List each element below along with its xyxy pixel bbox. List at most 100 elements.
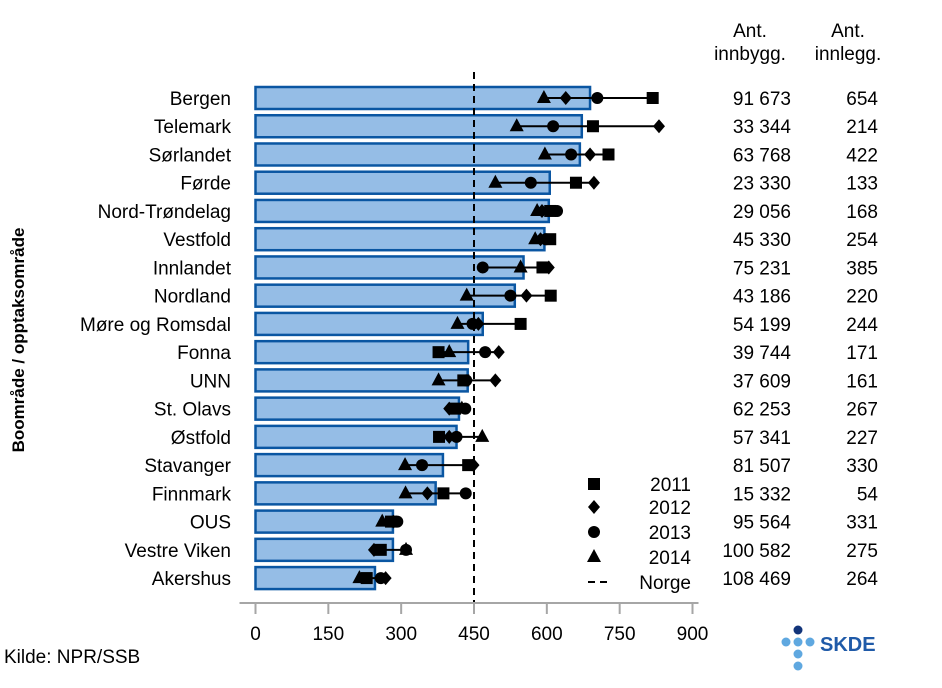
marker-2013 xyxy=(565,148,578,161)
marker-2014 xyxy=(442,344,457,358)
marker-2011 xyxy=(586,120,599,133)
marker-2011 xyxy=(544,289,557,302)
marker-2014 xyxy=(528,231,543,245)
innbyggere-value: 63 768 xyxy=(733,145,791,166)
innleggelser-value: 244 xyxy=(846,315,878,336)
marker-2011 xyxy=(432,346,445,359)
category-label: Finnmark xyxy=(152,484,232,505)
logo-dot xyxy=(793,625,803,635)
innleggelser-value: 133 xyxy=(846,174,878,195)
innleggelser-value: 214 xyxy=(846,117,878,138)
innleggelser-value: 422 xyxy=(846,145,878,166)
innleggelser-value: 227 xyxy=(846,428,878,449)
innbyggere-value: 57 341 xyxy=(733,428,791,449)
marker-2012 xyxy=(584,147,597,162)
legend-label: Norge xyxy=(639,573,691,594)
category-labels: Bergen Telemark Sørlandet Førde Nord-Trøndel… xyxy=(80,89,232,590)
marker-2013 xyxy=(450,430,463,443)
y-axis-title: Boområde / opptaksområde xyxy=(9,228,28,453)
bar xyxy=(254,198,551,224)
innbyggere-value: 81 507 xyxy=(733,456,791,477)
logo-text: SKDE xyxy=(820,634,876,656)
marker-2014 xyxy=(398,485,413,499)
innbyggere-value: 95 564 xyxy=(733,513,792,534)
category-label: Bergen xyxy=(170,89,231,110)
legend-label: 2013 xyxy=(649,523,691,544)
marker-2014 xyxy=(530,202,545,216)
innleggelser-value: 654 xyxy=(846,89,878,110)
marker-2012 xyxy=(520,288,533,303)
category-label: Nord-Trøndelag xyxy=(98,202,231,223)
table-header: Ant. xyxy=(831,21,865,42)
bar xyxy=(254,424,458,450)
category-label: Telemark xyxy=(154,117,232,138)
legend-marker-2011 xyxy=(588,478,600,490)
innbyggere-value: 29 056 xyxy=(733,202,791,223)
marker-2011 xyxy=(646,92,659,104)
x-tick-label: 0 xyxy=(250,624,261,645)
legend-label: 2012 xyxy=(649,498,691,519)
marker-2011 xyxy=(433,430,446,443)
marker-2012 xyxy=(492,345,505,360)
innleggelser-value: 264 xyxy=(846,569,878,590)
marker-2013 xyxy=(460,374,473,387)
innleggelser-value: 385 xyxy=(846,258,878,279)
innbyggere-value: 91 673 xyxy=(733,89,791,110)
category-label: Østfold xyxy=(171,428,231,449)
category-label: Førde xyxy=(180,174,231,195)
innbyggere-value: 108 469 xyxy=(722,569,791,590)
category-label: Fonna xyxy=(177,343,231,364)
legend-label: 2011 xyxy=(650,475,691,496)
bar xyxy=(254,142,582,167)
table-header: innlegg. xyxy=(815,44,882,65)
marker-2013 xyxy=(591,92,604,104)
marker-2012 xyxy=(421,486,434,501)
x-tick-label: 300 xyxy=(385,624,417,645)
marker-2011 xyxy=(514,317,527,330)
innbyggere-value: 37 609 xyxy=(733,371,791,392)
x-tick-label: 150 xyxy=(312,624,344,645)
category-label: St. Olavs xyxy=(154,400,231,421)
marker-2014 xyxy=(454,400,469,414)
marker-2014 xyxy=(537,146,552,160)
innleggelser-value: 54 xyxy=(857,484,879,505)
innleggelser-value: 254 xyxy=(846,230,878,251)
innleggelser-value: 171 xyxy=(846,343,878,364)
bar xyxy=(254,226,546,252)
legend-marker-2013 xyxy=(588,526,600,538)
marker-2014 xyxy=(509,118,524,132)
category-label: Innlandet xyxy=(153,258,232,279)
marker-2013 xyxy=(391,515,404,528)
category-label: Sørlandet xyxy=(149,145,232,166)
marker-2014 xyxy=(475,428,490,442)
table-header: Ant. xyxy=(733,21,767,42)
bar xyxy=(254,311,484,337)
marker-2013 xyxy=(466,317,479,330)
marker-2014 xyxy=(375,513,390,527)
marker-2014 xyxy=(536,90,551,103)
marker-2012 xyxy=(587,175,600,190)
marker-2013 xyxy=(539,233,552,246)
marker-2012 xyxy=(542,260,555,275)
marker-2012 xyxy=(489,373,502,388)
category-label: Nordland xyxy=(154,287,231,308)
marker-2011 xyxy=(569,176,582,189)
bar xyxy=(254,509,395,534)
marker-2011 xyxy=(437,487,450,500)
innleggelser-value: 331 xyxy=(846,513,878,534)
innleggelser-value: 267 xyxy=(846,400,878,421)
marker-2012 xyxy=(367,542,380,557)
innbyggere-value: 75 231 xyxy=(733,258,791,279)
marker-2013 xyxy=(416,459,429,472)
x-tick-label: 600 xyxy=(531,624,563,645)
skde-logo: SKDE xyxy=(781,625,876,671)
innleggelser-value: 220 xyxy=(846,287,878,308)
marker-2014 xyxy=(431,372,446,386)
logo-dot xyxy=(793,661,803,671)
innbyggere-value: 15 332 xyxy=(733,484,791,505)
innbyggere-value: 23 330 xyxy=(733,174,791,195)
logo-dot xyxy=(793,649,803,659)
innbyggere-value: 54 199 xyxy=(733,315,791,336)
innbyggere-value: 33 344 xyxy=(733,117,792,138)
